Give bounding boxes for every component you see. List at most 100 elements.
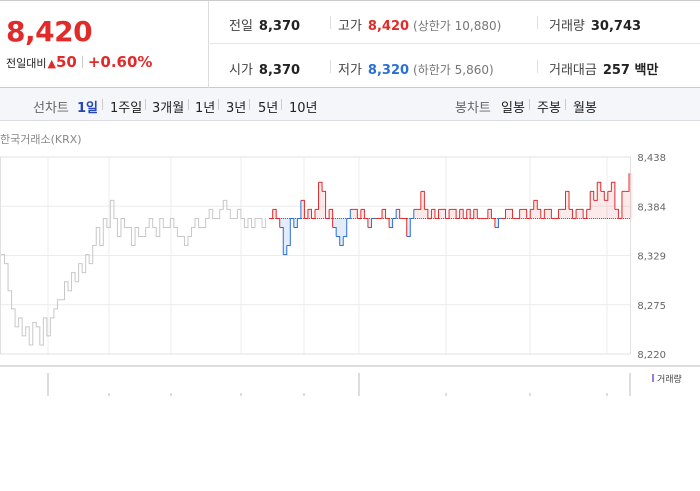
area-up — [519, 209, 524, 219]
price-point — [272, 208, 277, 219]
price-point — [300, 199, 305, 219]
price-point — [339, 236, 344, 247]
price-point — [614, 208, 619, 219]
area-up — [569, 209, 573, 219]
tab-daily-candle[interactable]: 일봉 — [501, 101, 525, 116]
tab-10year[interactable]: 10년 — [289, 101, 318, 116]
area-up — [600, 191, 605, 219]
area-up — [420, 191, 425, 219]
price-point — [311, 209, 316, 219]
open: 시가 8,370 — [229, 59, 300, 78]
area-up — [579, 209, 584, 219]
price-point — [452, 208, 457, 219]
area-up — [307, 209, 312, 219]
area-up — [431, 209, 435, 219]
area-up — [565, 191, 570, 219]
price-point — [406, 218, 411, 238]
area-up — [300, 200, 305, 219]
tab-5year[interactable]: 5년 — [258, 101, 279, 116]
price-point — [547, 208, 552, 219]
price-point — [410, 209, 415, 219]
area-up — [449, 209, 453, 219]
tab-weekly-candle[interactable]: 주봉 — [537, 101, 561, 116]
price-point — [463, 209, 468, 219]
price-point — [516, 209, 521, 219]
price-point — [382, 208, 387, 219]
price-point — [491, 217, 496, 228]
area-up — [586, 209, 591, 219]
price-point — [343, 218, 348, 238]
exchange-label: 한국거래소(KRX) — [0, 133, 82, 146]
price-point — [325, 209, 330, 219]
low: 저가 8,320 (하한가 5,860) — [338, 59, 494, 78]
area-up — [509, 209, 513, 219]
price-point — [501, 209, 507, 219]
area-up — [318, 182, 323, 219]
area-up — [322, 191, 326, 219]
price-point — [346, 209, 351, 219]
area-up — [614, 209, 619, 219]
tab-1day[interactable]: 1일 — [77, 101, 99, 116]
price-point — [565, 190, 570, 210]
price-point — [353, 208, 358, 219]
area-up — [350, 209, 354, 219]
area-down — [332, 218, 337, 228]
price-point — [392, 209, 397, 219]
area-up — [438, 209, 443, 219]
area-up — [473, 209, 478, 219]
price-point — [357, 209, 362, 219]
lower-limit: (하한가 5,860) — [413, 63, 494, 77]
area-up — [597, 182, 601, 219]
y-tick-label: 8,329 — [637, 252, 666, 263]
area-up — [561, 209, 566, 219]
divider — [330, 16, 331, 29]
area-up — [590, 191, 594, 219]
price-chart: 한국거래소(KRX) 8,438 8,384 8,329 8,275 8,220 거래량 — [0, 121, 700, 491]
price-point — [604, 191, 609, 201]
price-point — [329, 208, 334, 228]
tab-1week[interactable]: 1주일 — [110, 101, 143, 116]
area-up — [466, 209, 471, 219]
up-arrow-icon: ▲ — [47, 57, 56, 70]
turnover-value: 257 백만 — [602, 63, 659, 78]
tab-1year[interactable]: 1년 — [195, 101, 216, 116]
area-up — [530, 209, 534, 219]
area-up — [413, 209, 418, 219]
price-point — [540, 209, 545, 219]
price-point — [572, 209, 577, 219]
line-chart-label: 선차트 — [33, 101, 69, 116]
divider — [218, 99, 219, 110]
price-point — [367, 218, 372, 228]
price-point — [579, 208, 584, 219]
divider — [145, 99, 146, 110]
price-point — [420, 190, 425, 210]
price-point — [470, 209, 475, 219]
area-up — [625, 191, 629, 219]
stats-panel: 전일 8,370 고가 8,420 (상한가 10,880) 거래량 30,743 시가… — [210, 1, 700, 88]
price-point — [332, 226, 337, 237]
area-down — [336, 218, 340, 237]
tab-3year[interactable]: 3년 — [226, 101, 247, 116]
tab-3month[interactable]: 3개월 — [152, 101, 185, 116]
price-point — [283, 245, 288, 256]
upper-limit: (상한가 10,880) — [413, 19, 502, 33]
price-point — [593, 182, 598, 201]
area-up — [621, 191, 626, 219]
area-up — [537, 209, 541, 219]
price-point — [434, 209, 439, 219]
price-point — [396, 208, 401, 219]
low-label: 저가 — [338, 63, 362, 78]
price-point — [431, 208, 436, 219]
stats-row-1: 전일 8,370 고가 8,420 (상한가 10,880) 거래량 30,743 — [210, 1, 700, 44]
divider — [188, 99, 189, 110]
divider — [537, 16, 538, 29]
price-point — [583, 209, 588, 219]
tab-monthly-candle[interactable]: 월봉 — [573, 101, 597, 116]
divider — [330, 60, 331, 73]
area-up — [459, 209, 464, 219]
change-label: 전일대비 — [6, 57, 47, 70]
area-up — [315, 209, 319, 219]
price-point — [276, 217, 281, 228]
divider — [565, 99, 566, 110]
area-up — [396, 209, 400, 219]
